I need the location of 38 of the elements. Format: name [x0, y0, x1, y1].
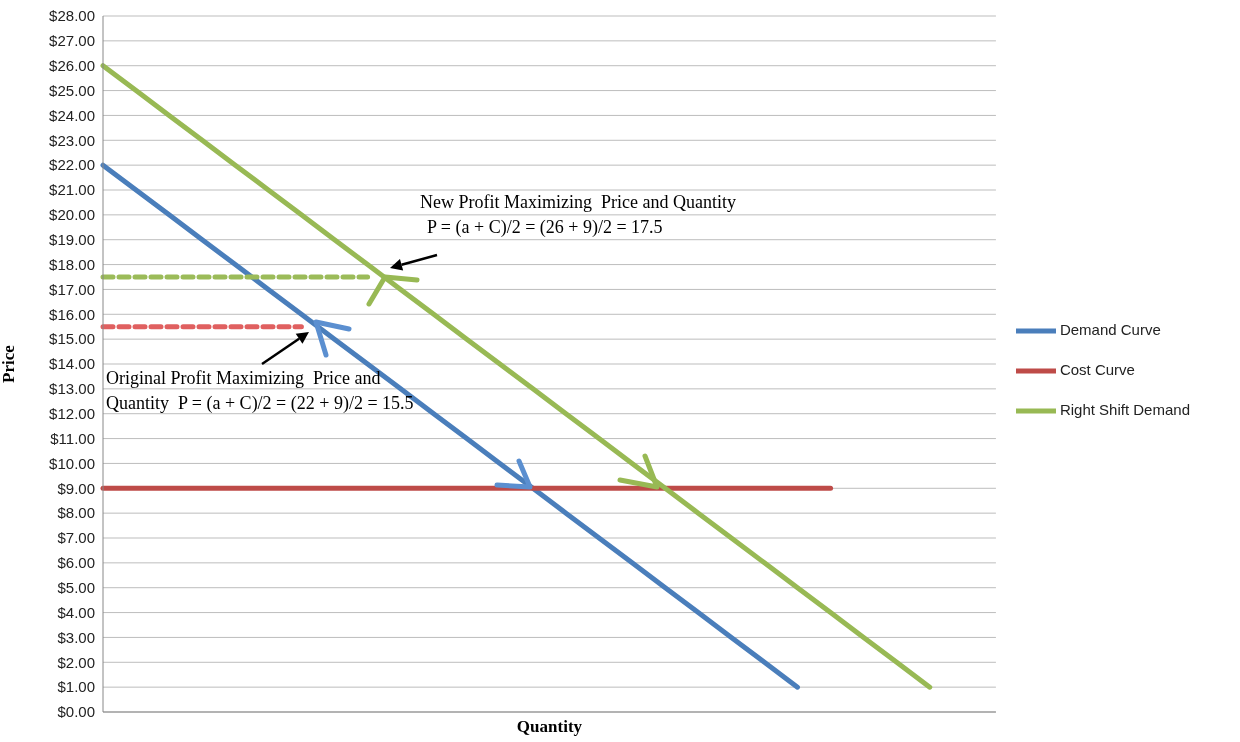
y-tick-label: $9.00 [57, 479, 95, 497]
y-tick-label: $11.00 [50, 429, 95, 447]
y-tick-label: $4.00 [57, 603, 95, 621]
legend-label: Right Shift Demand [1059, 400, 1190, 418]
y-tick-label: $7.00 [57, 529, 95, 547]
y-tick-label: $28.00 [49, 7, 95, 25]
y-tick-label: $12.00 [49, 405, 95, 423]
y-tick-label: $16.00 [49, 305, 95, 323]
annotation: New Profit Maximizing Price and Quantity [420, 192, 736, 213]
y-tick-label: $3.00 [57, 628, 95, 646]
x-axis-title: Quantity [516, 717, 583, 736]
y-tick-label: $26.00 [49, 57, 95, 75]
y-tick-label: $0.00 [57, 703, 95, 721]
y-tick-label: $5.00 [57, 579, 95, 597]
y-axis-title: Price [0, 344, 19, 383]
y-tick-label: $8.00 [57, 504, 95, 522]
legend-label: Demand Curve [1059, 320, 1161, 338]
y-tick-label: $15.00 [49, 330, 95, 348]
annotation: P = (a + C)/2 = (26 + 9)/2 = 17.5 [427, 217, 663, 238]
y-tick-label: $23.00 [49, 131, 95, 149]
y-tick-label: $22.00 [49, 156, 95, 174]
y-tick-label: $2.00 [57, 653, 95, 671]
annotation: Original Profit Maximizing Price and [106, 368, 381, 389]
y-tick-label: $13.00 [49, 380, 95, 398]
y-tick-label: $19.00 [49, 231, 95, 249]
y-tick-label: $14.00 [49, 355, 95, 373]
y-tick-label: $24.00 [49, 106, 95, 124]
y-tick-label: $6.00 [57, 554, 95, 572]
y-tick-label: $25.00 [49, 81, 95, 99]
y-tick-label: $18.00 [49, 255, 95, 273]
y-tick-label: $10.00 [49, 454, 95, 472]
y-tick-label: $27.00 [49, 32, 95, 50]
legend-label: Cost Curve [1059, 360, 1135, 378]
y-tick-label: $17.00 [49, 280, 95, 298]
y-tick-label: $1.00 [57, 678, 95, 696]
y-tick-label: $21.00 [49, 181, 95, 199]
y-tick-label: $20.00 [49, 206, 95, 224]
annotation: Quantity P = (a + C)/2 = (22 + 9)/2 = 15.5 [106, 393, 414, 414]
